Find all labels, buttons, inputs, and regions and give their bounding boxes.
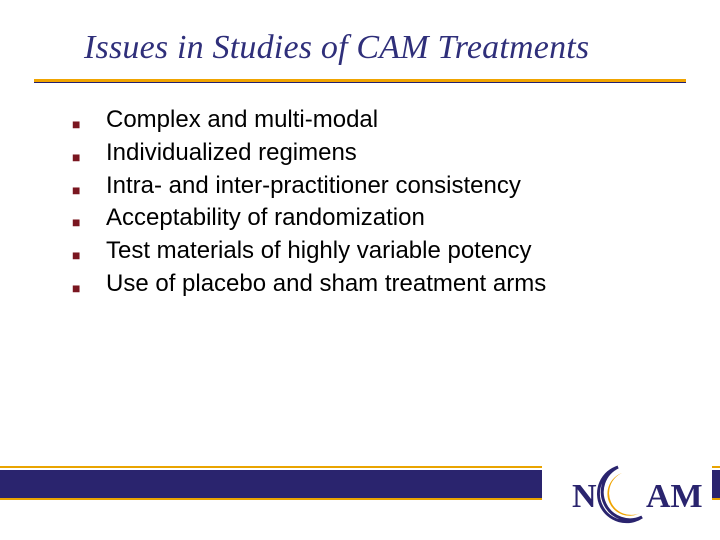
slide: Issues in Studies of CAM Treatments ■ Co… <box>0 0 720 540</box>
nccam-logo-svg: N AM <box>552 459 702 529</box>
list-item: ■ Test materials of highly variable pote… <box>72 236 680 266</box>
square-bullet-icon: ■ <box>72 144 86 158</box>
list-item-text: Individualized regimens <box>106 138 357 168</box>
slide-title: Issues in Studies of CAM Treatments <box>0 0 720 79</box>
list-item-text: Acceptability of randomization <box>106 203 425 233</box>
bullet-list: ■ Complex and multi-modal ■ Individualiz… <box>0 83 720 299</box>
list-item: ■ Use of placebo and sham treatment arms <box>72 269 680 299</box>
list-item: ■ Acceptability of randomization <box>72 203 680 233</box>
list-item-text: Complex and multi-modal <box>106 105 378 135</box>
square-bullet-icon: ■ <box>72 209 86 223</box>
list-item: ■ Complex and multi-modal <box>72 105 680 135</box>
logo-text-left: N <box>572 478 597 515</box>
logo-swoosh-inner-icon <box>607 473 640 516</box>
square-bullet-icon: ■ <box>72 111 86 125</box>
list-item: ■ Individualized regimens <box>72 138 680 168</box>
square-bullet-icon: ■ <box>72 177 86 191</box>
square-bullet-icon: ■ <box>72 275 86 289</box>
list-item-text: Intra- and inter-practitioner consistenc… <box>106 171 521 201</box>
square-bullet-icon: ■ <box>72 242 86 256</box>
list-item-text: Use of placebo and sham treatment arms <box>106 269 546 299</box>
list-item: ■ Intra- and inter-practitioner consiste… <box>72 171 680 201</box>
nccam-logo: N AM <box>542 448 712 540</box>
list-item-text: Test materials of highly variable potenc… <box>106 236 532 266</box>
logo-text-right: AM <box>646 478 702 515</box>
